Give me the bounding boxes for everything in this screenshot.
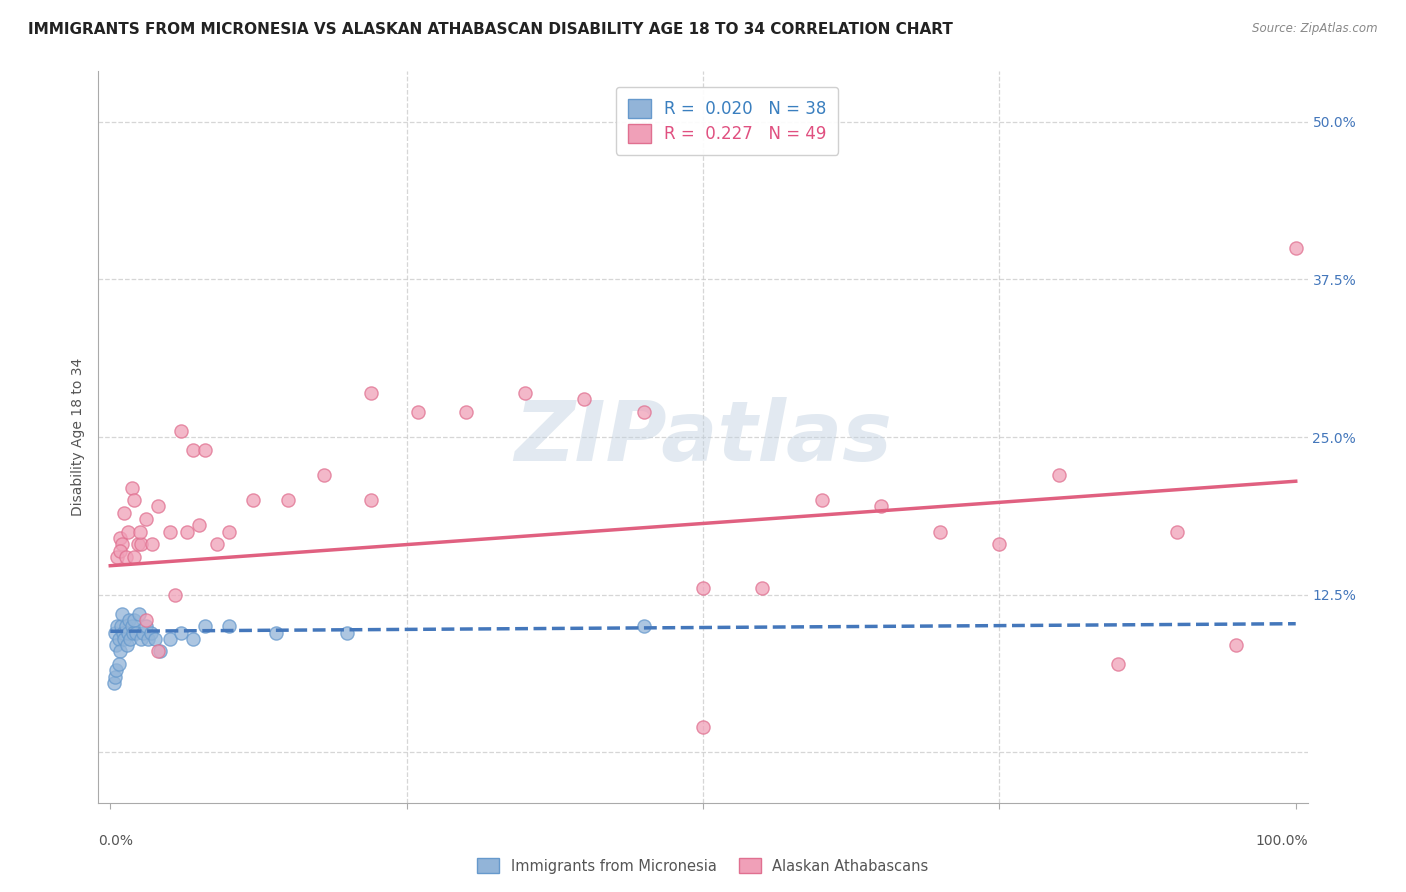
- Point: [110, 619, 132, 633]
- Point: [929, 524, 952, 539]
- Point: [277, 493, 299, 508]
- Point: [149, 644, 172, 658]
- Point: [143, 632, 166, 646]
- Point: [1225, 638, 1247, 652]
- Point: [127, 537, 149, 551]
- Point: [165, 588, 187, 602]
- Point: [633, 619, 655, 633]
- Point: [360, 386, 382, 401]
- Point: [205, 537, 228, 551]
- Point: [111, 537, 134, 551]
- Point: [188, 518, 211, 533]
- Point: [1107, 657, 1129, 671]
- Point: [112, 625, 135, 640]
- Point: [122, 493, 145, 508]
- Point: [121, 625, 143, 640]
- Point: [122, 613, 145, 627]
- Point: [1047, 467, 1070, 482]
- Point: [360, 493, 382, 508]
- Point: [139, 625, 162, 640]
- Point: [988, 537, 1011, 551]
- Point: [104, 670, 127, 684]
- Point: [118, 613, 141, 627]
- Point: [135, 619, 157, 633]
- Point: [120, 632, 142, 646]
- Point: [108, 531, 131, 545]
- Point: [121, 619, 143, 633]
- Point: [105, 664, 128, 678]
- Point: [103, 676, 125, 690]
- Point: [146, 644, 169, 658]
- Point: [692, 720, 714, 734]
- Point: [454, 405, 477, 419]
- Point: [170, 424, 193, 438]
- Point: [107, 632, 129, 646]
- Point: [336, 625, 359, 640]
- Y-axis label: Disability Age 18 to 34: Disability Age 18 to 34: [72, 358, 86, 516]
- Point: [114, 549, 136, 564]
- Text: 100.0%: 100.0%: [1256, 834, 1308, 848]
- Point: [129, 632, 152, 646]
- Point: [181, 442, 204, 457]
- Point: [108, 644, 131, 658]
- Point: [115, 638, 138, 652]
- Point: [1285, 241, 1308, 255]
- Point: [194, 442, 217, 457]
- Point: [117, 625, 139, 640]
- Text: ZIPatlas: ZIPatlas: [515, 397, 891, 477]
- Point: [111, 607, 134, 621]
- Point: [1166, 524, 1188, 539]
- Text: 0.0%: 0.0%: [98, 834, 134, 848]
- Point: [810, 493, 832, 508]
- Text: Source: ZipAtlas.com: Source: ZipAtlas.com: [1253, 22, 1378, 36]
- Point: [135, 512, 157, 526]
- Point: [633, 405, 655, 419]
- Point: [515, 386, 537, 401]
- Point: [117, 524, 139, 539]
- Point: [125, 625, 148, 640]
- Point: [170, 625, 193, 640]
- Point: [176, 524, 198, 539]
- Point: [159, 524, 181, 539]
- Point: [181, 632, 204, 646]
- Point: [114, 506, 136, 520]
- Point: [129, 537, 152, 551]
- Point: [105, 549, 128, 564]
- Point: [218, 524, 240, 539]
- Point: [408, 405, 430, 419]
- Point: [242, 493, 264, 508]
- Point: [692, 582, 714, 596]
- Point: [159, 632, 181, 646]
- Point: [105, 619, 128, 633]
- Point: [141, 537, 163, 551]
- Text: IMMIGRANTS FROM MICRONESIA VS ALASKAN ATHABASCAN DISABILITY AGE 18 TO 34 CORRELA: IMMIGRANTS FROM MICRONESIA VS ALASKAN AT…: [28, 22, 953, 37]
- Point: [122, 549, 145, 564]
- Point: [312, 467, 335, 482]
- Point: [869, 500, 891, 514]
- Point: [129, 524, 152, 539]
- Point: [105, 638, 128, 652]
- Point: [121, 481, 143, 495]
- Point: [107, 657, 129, 671]
- Point: [108, 543, 131, 558]
- Point: [751, 582, 773, 596]
- Point: [135, 613, 157, 627]
- Point: [132, 625, 155, 640]
- Point: [574, 392, 596, 407]
- Point: [136, 632, 159, 646]
- Point: [218, 619, 240, 633]
- Legend: Immigrants from Micronesia, Alaskan Athabascans: Immigrants from Micronesia, Alaskan Atha…: [471, 853, 935, 880]
- Point: [264, 625, 287, 640]
- Point: [194, 619, 217, 633]
- Point: [104, 625, 127, 640]
- Point: [114, 619, 136, 633]
- Point: [146, 500, 169, 514]
- Point: [128, 607, 150, 621]
- Point: [114, 632, 136, 646]
